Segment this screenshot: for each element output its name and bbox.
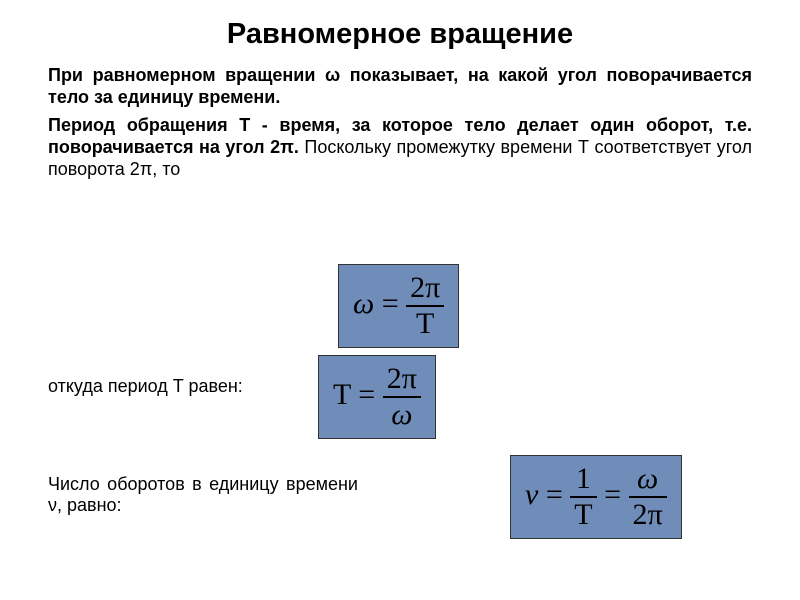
f1-lhs: ω bbox=[353, 287, 374, 320]
f1-den: T bbox=[406, 307, 444, 341]
formula-omega: ω = 2π T bbox=[338, 264, 459, 348]
f2-lhs: T bbox=[333, 378, 351, 411]
page-title: Равномерное вращение bbox=[48, 18, 752, 51]
f3-num1: 1 bbox=[570, 462, 596, 498]
f3-den2: 2π bbox=[629, 498, 667, 532]
paragraph-2: Период обращения T - время, за которое т… bbox=[48, 115, 752, 181]
text-period: откуда период T равен: bbox=[48, 376, 278, 397]
f2-num: 2π bbox=[383, 362, 421, 398]
f3-num2: ω bbox=[629, 462, 667, 498]
f3-den1: T bbox=[570, 498, 596, 532]
f2-den: ω bbox=[383, 398, 421, 432]
paragraph-1: При равномерном вращении ω показывает, н… bbox=[48, 65, 752, 109]
f3-lhs: ν bbox=[525, 478, 538, 511]
formula-period: T = 2π ω bbox=[318, 355, 436, 439]
f1-num: 2π bbox=[406, 271, 444, 307]
text-frequency: Число оборотов в единицу времени ν, равн… bbox=[48, 474, 358, 516]
formula-frequency: ν = 1 T = ω 2π bbox=[510, 455, 682, 539]
para1-bold: При равномерном вращении ω показывает, н… bbox=[48, 65, 752, 107]
